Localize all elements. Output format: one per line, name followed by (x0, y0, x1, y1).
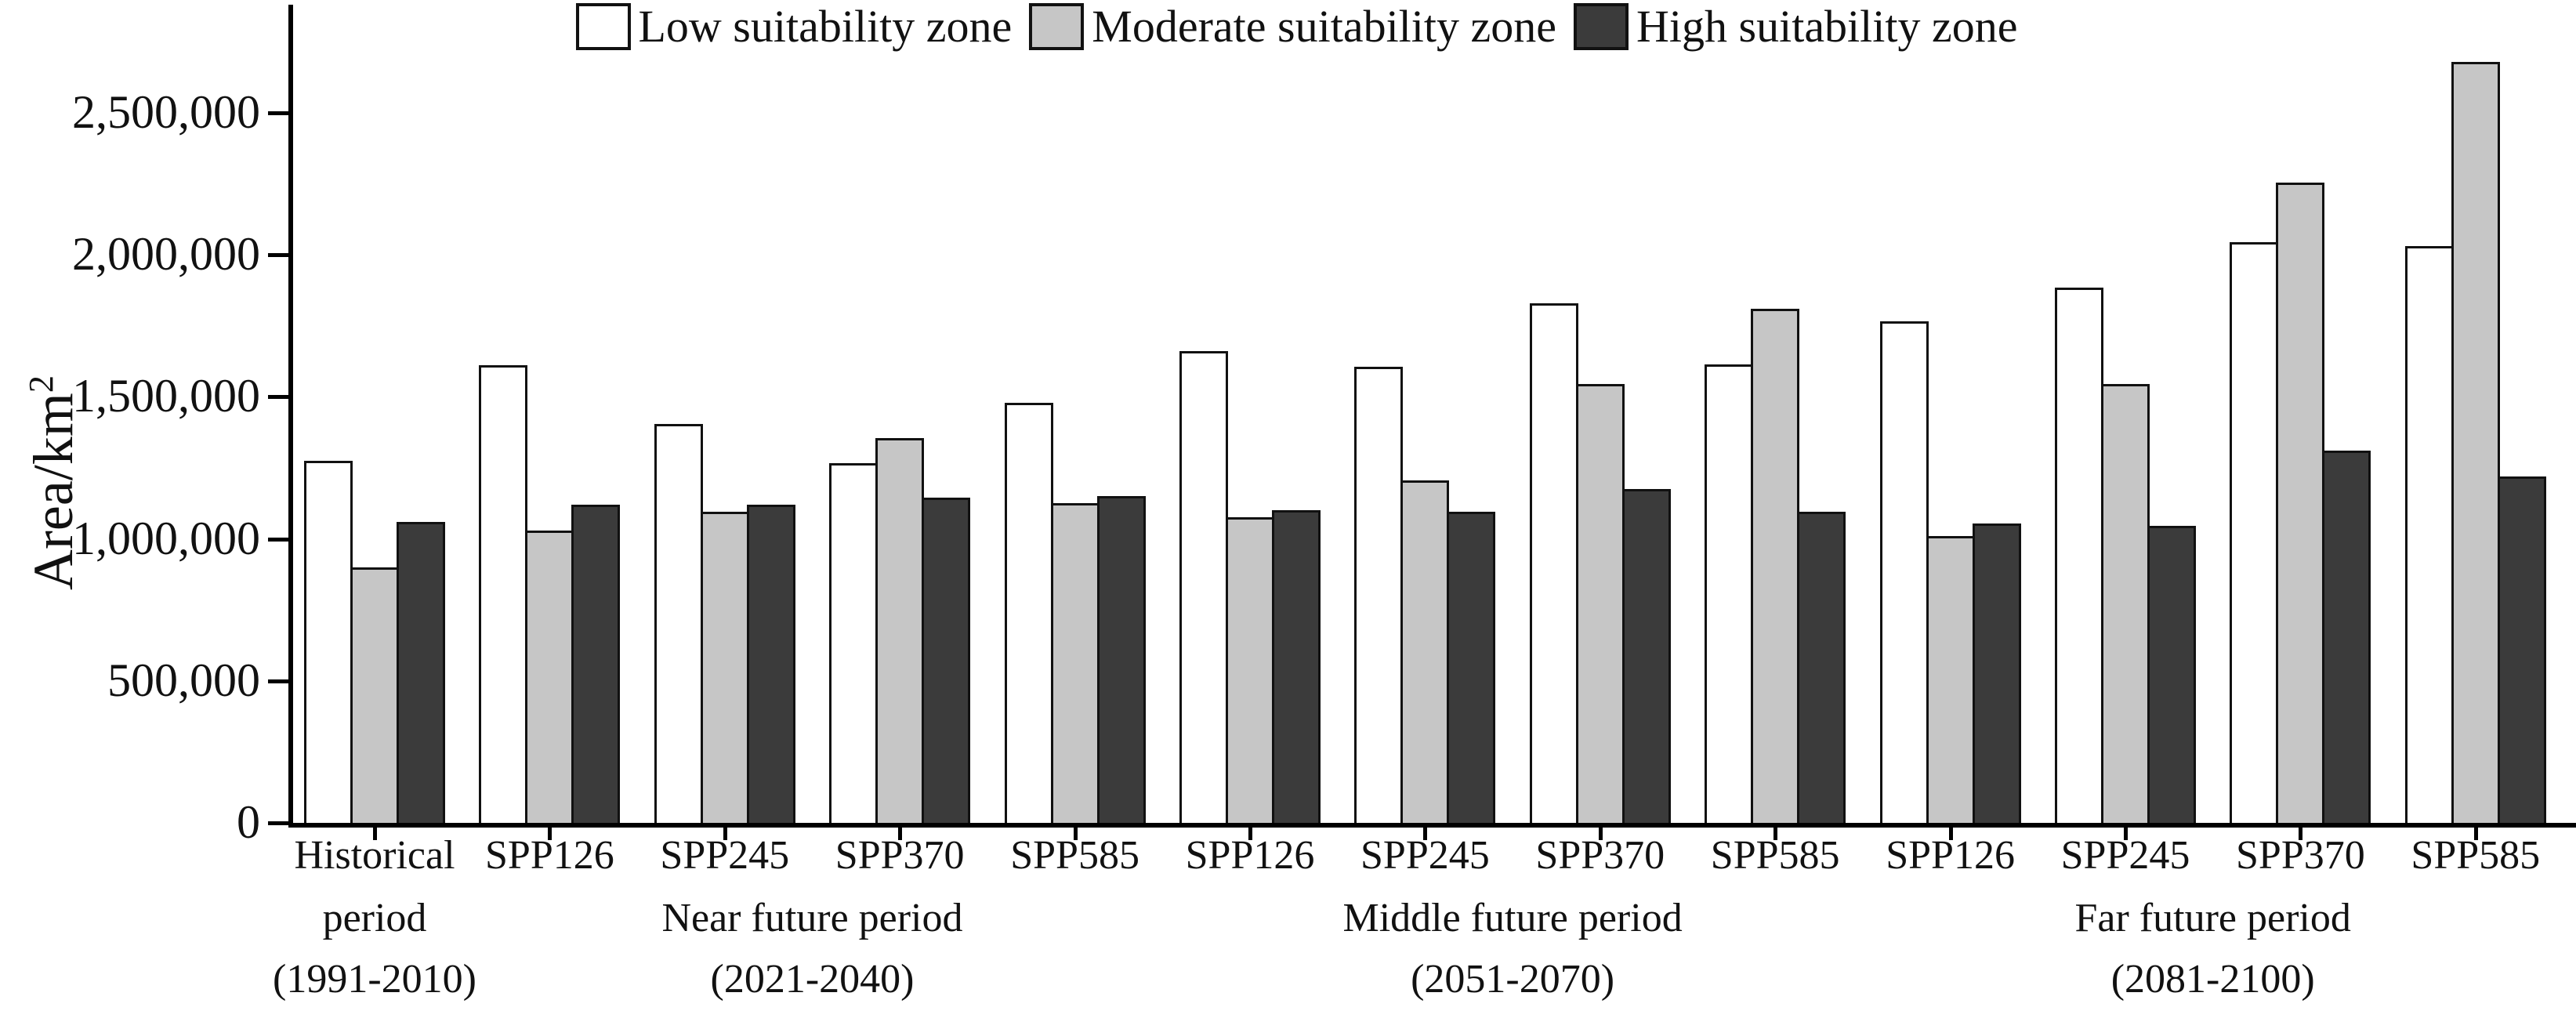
x-group-label: SPP370 (835, 833, 965, 878)
bar-moderate-suitability (2451, 61, 2500, 825)
y-axis-tick (268, 110, 288, 115)
x-group-label: SPP370 (2236, 833, 2365, 878)
bar-low-suitability (1879, 321, 1929, 825)
bar-moderate-suitability (525, 530, 574, 825)
bar-moderate-suitability (1400, 480, 1450, 825)
period-years-label: (2021-2040) (710, 957, 915, 1002)
legend-label: Moderate suitability zone (1092, 1, 1557, 52)
x-group-label: SPP245 (660, 833, 790, 878)
bar-low-suitability (2404, 246, 2454, 825)
bar-high-suitability (922, 497, 971, 825)
bar-moderate-suitability (1751, 308, 1800, 825)
x-axis-tick (1773, 828, 1778, 840)
x-axis-spine (288, 823, 2576, 828)
x-axis-tick (898, 828, 903, 840)
x-axis-tick (723, 828, 727, 840)
period-years-label: (2081-2100) (2110, 957, 2315, 1002)
bar-high-suitability (1621, 489, 1671, 825)
bar-high-suitability (2497, 476, 2546, 825)
legend-swatch-low (575, 3, 631, 50)
bar-moderate-suitability (1226, 517, 1274, 825)
legend-swatch-high (1574, 3, 1629, 50)
bar-low-suitability (1179, 351, 1228, 825)
y-axis-tick-label: 2,500,000 (72, 85, 260, 138)
bar-moderate-suitability (1050, 503, 1100, 825)
x-group-label: SPP585 (1010, 833, 1139, 878)
bar-high-suitability (1797, 512, 1846, 825)
bar-low-suitability (654, 423, 703, 825)
bar-high-suitability (746, 505, 795, 825)
bar-high-suitability (2147, 526, 2196, 825)
x-axis-tick (1073, 828, 1078, 840)
y-axis-tick-label: 1,000,000 (72, 512, 260, 564)
bar-low-suitability (829, 463, 879, 825)
x-axis-tick (1948, 828, 1953, 840)
bar-high-suitability (571, 505, 621, 825)
bar-moderate-suitability (350, 567, 399, 825)
y-axis-title: Area/km2 (13, 303, 85, 663)
bar-low-suitability (2230, 241, 2279, 825)
x-axis-tick (548, 828, 553, 840)
bar-low-suitability (304, 460, 353, 825)
x-group-label: SPP245 (1360, 833, 1490, 878)
y-axis-spine (288, 5, 293, 828)
bar-high-suitability (397, 521, 445, 825)
y-axis-tick (268, 395, 288, 400)
y-axis-tick-label: 500,000 (107, 654, 260, 706)
y-axis-tick-label: 2,000,000 (72, 228, 260, 280)
legend-swatch-moderate (1029, 3, 1085, 50)
y-axis-tick-label: 0 (237, 796, 260, 848)
bar-moderate-suitability (1926, 535, 1975, 825)
x-axis-tick (2124, 828, 2128, 840)
x-group-label: SPP245 (2060, 833, 2190, 878)
x-group-label: SPP126 (1185, 833, 1315, 878)
x-axis-tick (1423, 828, 1428, 840)
x-axis-tick (2299, 828, 2303, 840)
x-group-label: SPP370 (1535, 833, 1665, 878)
bar-high-suitability (1096, 496, 1146, 825)
bar-low-suitability (1354, 367, 1404, 825)
y-axis-tick (268, 537, 288, 542)
x-group-label: SPP585 (1710, 833, 1840, 878)
x-group-sublabel: period (322, 896, 427, 940)
bar-low-suitability (1529, 303, 1578, 825)
bar-high-suitability (1972, 523, 2021, 825)
x-group-sublabel: (1991-2010) (273, 957, 476, 1002)
bar-high-suitability (1272, 510, 1321, 825)
x-axis-tick (2473, 828, 2478, 840)
period-label: Far future period (2074, 896, 2351, 940)
x-axis-tick (1248, 828, 1252, 840)
bar-low-suitability (1004, 402, 1053, 825)
y-axis-tick (268, 679, 288, 683)
y-axis-tick-label: 1,500,000 (72, 370, 260, 422)
bar-low-suitability (2055, 287, 2103, 825)
x-group-label: Historical (294, 833, 455, 878)
y-axis-tick (268, 821, 288, 825)
period-label: Near future period (661, 896, 963, 940)
x-group-label: SPP126 (485, 833, 614, 878)
x-axis-tick (1598, 828, 1603, 840)
x-group-label: SPP126 (1886, 833, 2015, 878)
period-label: Middle future period (1342, 896, 1683, 940)
bar-moderate-suitability (2276, 182, 2325, 825)
legend-label: High suitability zone (1636, 1, 2018, 52)
x-axis-tick (373, 828, 377, 840)
bar-moderate-suitability (700, 512, 749, 825)
bar-moderate-suitability (1575, 383, 1625, 825)
chart-legend: Low suitability zone Moderate suitability… (558, 1, 2018, 52)
bar-moderate-suitability (875, 437, 925, 825)
period-years-label: (2051-2070) (1411, 957, 1615, 1002)
bar-low-suitability (1705, 364, 1754, 825)
bar-moderate-suitability (2101, 383, 2150, 825)
legend-label: Low suitability zone (638, 1, 1013, 52)
y-axis-tick (268, 253, 288, 257)
bar-high-suitability (2322, 451, 2371, 825)
x-group-label: SPP585 (2411, 833, 2541, 878)
bar-high-suitability (1447, 512, 1496, 825)
bar-low-suitability (479, 365, 528, 825)
